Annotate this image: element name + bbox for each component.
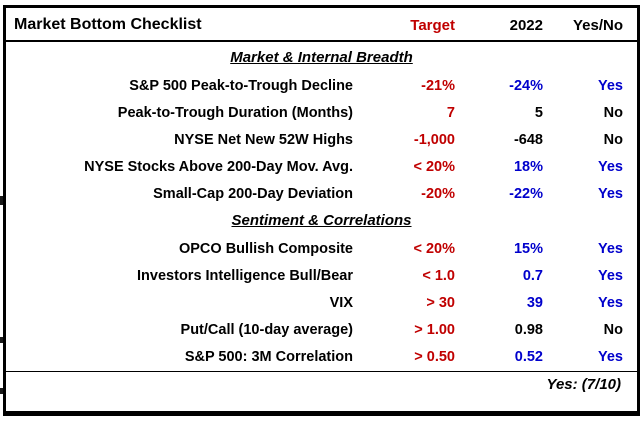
value-2022: 0.7 bbox=[522, 267, 543, 284]
row-label: OPCO Bullish Composite bbox=[178, 240, 353, 257]
target-value: < 20% bbox=[413, 240, 455, 257]
table-row: VIX > 30 39 Yes bbox=[6, 289, 637, 316]
yesno-value: Yes bbox=[598, 185, 623, 202]
market-bottom-checklist-table: Market Bottom Checklist Target 2022 Yes/… bbox=[3, 5, 640, 416]
row-label: S&P 500: 3M Correlation bbox=[184, 348, 353, 365]
table-row: Investors Intelligence Bull/Bear < 1.0 0… bbox=[6, 262, 637, 289]
column-header-yesno: Yes/No bbox=[572, 16, 623, 34]
value-2022: 0.98 bbox=[514, 321, 543, 338]
yesno-value: Yes bbox=[598, 348, 623, 365]
yesno-value: No bbox=[603, 104, 623, 121]
table-title: Market Bottom Checklist bbox=[14, 16, 202, 33]
value-2022: 18% bbox=[513, 158, 543, 175]
row-label: S&P 500 Peak-to-Trough Decline bbox=[129, 77, 353, 94]
value-2022: -24% bbox=[509, 77, 543, 94]
summary-row: Yes: (7/10) bbox=[6, 371, 637, 398]
yesno-value: Yes bbox=[598, 267, 623, 284]
table-row: NYSE Net New 52W Highs -1,000 -648 No bbox=[6, 126, 637, 153]
yesno-value: No bbox=[603, 321, 623, 338]
target-value: < 1.0 bbox=[422, 267, 455, 284]
column-header-target: Target bbox=[410, 16, 455, 34]
value-2022: -648 bbox=[513, 131, 543, 148]
section-header-sentiment: Sentiment & Correlations bbox=[231, 212, 412, 229]
table-row: Put/Call (10-day average) > 1.00 0.98 No bbox=[6, 316, 637, 343]
left-edge-artifact-1 bbox=[0, 196, 3, 205]
left-edge-artifact-2 bbox=[0, 337, 3, 343]
row-label: Investors Intelligence Bull/Bear bbox=[137, 267, 353, 284]
section-header-breadth: Market & Internal Breadth bbox=[230, 49, 413, 66]
table-header-row: Market Bottom Checklist Target 2022 Yes/… bbox=[6, 10, 637, 42]
value-2022: 5 bbox=[534, 104, 543, 121]
table-row: S&P 500: 3M Correlation > 0.50 0.52 Yes bbox=[6, 343, 637, 370]
row-label: NYSE Net New 52W Highs bbox=[174, 131, 353, 148]
target-value: -20% bbox=[421, 185, 455, 202]
yesno-value: Yes bbox=[598, 240, 623, 257]
value-2022: 15% bbox=[513, 240, 543, 257]
row-label: Put/Call (10-day average) bbox=[180, 321, 353, 338]
yesno-value: Yes bbox=[598, 294, 623, 311]
row-label: VIX bbox=[329, 294, 353, 311]
table-row: S&P 500 Peak-to-Trough Decline -21% -24%… bbox=[6, 72, 637, 99]
target-value: -1,000 bbox=[413, 131, 455, 148]
table-row: Small-Cap 200-Day Deviation -20% -22% Ye… bbox=[6, 180, 637, 207]
left-edge-artifact-3 bbox=[0, 388, 3, 394]
target-value: > 0.50 bbox=[414, 348, 455, 365]
value-2022: -22% bbox=[509, 185, 543, 202]
yesno-value: Yes bbox=[598, 77, 623, 94]
target-value: 7 bbox=[446, 104, 455, 121]
yesno-value: No bbox=[603, 131, 623, 148]
table-row: Peak-to-Trough Duration (Months) 7 5 No bbox=[6, 99, 637, 126]
yesno-value: Yes bbox=[598, 158, 623, 175]
summary-text: Yes: (7/10) bbox=[546, 376, 621, 393]
table-row: OPCO Bullish Composite < 20% 15% Yes bbox=[6, 235, 637, 262]
table-row: NYSE Stocks Above 200-Day Mov. Avg. < 20… bbox=[6, 153, 637, 180]
target-value: > 1.00 bbox=[414, 321, 455, 338]
row-label: Peak-to-Trough Duration (Months) bbox=[117, 104, 353, 121]
target-value: -21% bbox=[421, 77, 455, 94]
row-label: Small-Cap 200-Day Deviation bbox=[153, 185, 353, 202]
column-header-2022: 2022 bbox=[509, 16, 543, 34]
value-2022: 39 bbox=[526, 294, 543, 311]
row-label: NYSE Stocks Above 200-Day Mov. Avg. bbox=[84, 158, 353, 175]
value-2022: 0.52 bbox=[514, 348, 543, 365]
target-value: > 30 bbox=[426, 294, 455, 311]
target-value: < 20% bbox=[413, 158, 455, 175]
